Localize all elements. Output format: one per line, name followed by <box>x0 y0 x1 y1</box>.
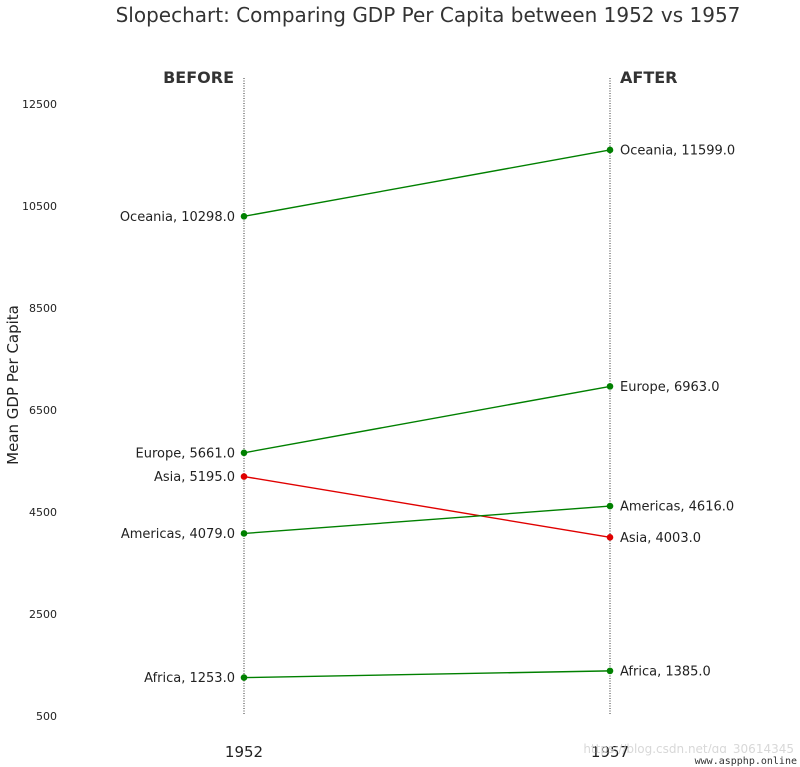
header-after: AFTER <box>620 68 677 87</box>
label-americas-1952: Americas, 4079.0 <box>121 527 235 542</box>
point-americas-1957 <box>606 502 614 510</box>
watermark2-bg <box>704 753 800 767</box>
label-oceania-1957: Oceania, 11599.0 <box>620 143 735 158</box>
x-tick-1957: 1957 <box>591 743 629 761</box>
point-africa-1952 <box>240 674 248 681</box>
point-africa-1957 <box>606 667 614 675</box>
slope-line-europe <box>243 385 611 454</box>
slope-line-americas <box>243 505 611 535</box>
label-europe-1952: Europe, 5661.0 <box>136 446 235 461</box>
watermark: https://blog.csdn.net/qq_30614345 <box>583 742 794 756</box>
point-europe-1952 <box>240 449 248 457</box>
label-africa-1957: Africa, 1385.0 <box>620 664 711 679</box>
series-layer: Oceania, 10298.0 Oceania, 11599.0 Europe, … <box>120 143 735 686</box>
y-tick-8500: 8500 <box>29 302 57 315</box>
y-tick-10500: 10500 <box>22 200 57 213</box>
x-tick-1952: 1952 <box>225 743 263 761</box>
y-tick-12500: 12500 <box>22 98 57 111</box>
point-oceania-1957 <box>606 146 614 154</box>
label-europe-1957: Europe, 6963.0 <box>620 380 719 395</box>
y-tick-2500: 2500 <box>29 608 57 621</box>
chart-title: Slopechart: Comparing GDP Per Capita bet… <box>116 3 741 27</box>
slope-line-africa <box>243 670 611 679</box>
slope-line-asia <box>243 475 611 539</box>
point-asia-1957 <box>606 534 614 541</box>
y-tick-500: 500 <box>36 710 57 723</box>
label-asia-1952: Asia, 5195.0 <box>154 470 235 485</box>
header-before: BEFORE <box>163 68 234 87</box>
label-americas-1957: Americas, 4616.0 <box>620 500 734 515</box>
slope-line-oceania <box>243 149 611 217</box>
label-oceania-1952: Oceania, 10298.0 <box>120 210 235 225</box>
watermark2: www.aspphp.online <box>695 756 797 767</box>
point-oceania-1952 <box>240 213 248 220</box>
point-americas-1952 <box>240 530 248 537</box>
label-asia-1957: Asia, 4003.0 <box>620 531 701 546</box>
y-axis-label: Mean GDP Per Capita <box>4 305 22 465</box>
point-europe-1957 <box>606 383 614 390</box>
y-tick-4500: 4500 <box>29 506 57 519</box>
point-asia-1952 <box>240 473 248 480</box>
y-tick-6500: 6500 <box>29 404 57 417</box>
label-africa-1952: Africa, 1253.0 <box>144 671 235 686</box>
